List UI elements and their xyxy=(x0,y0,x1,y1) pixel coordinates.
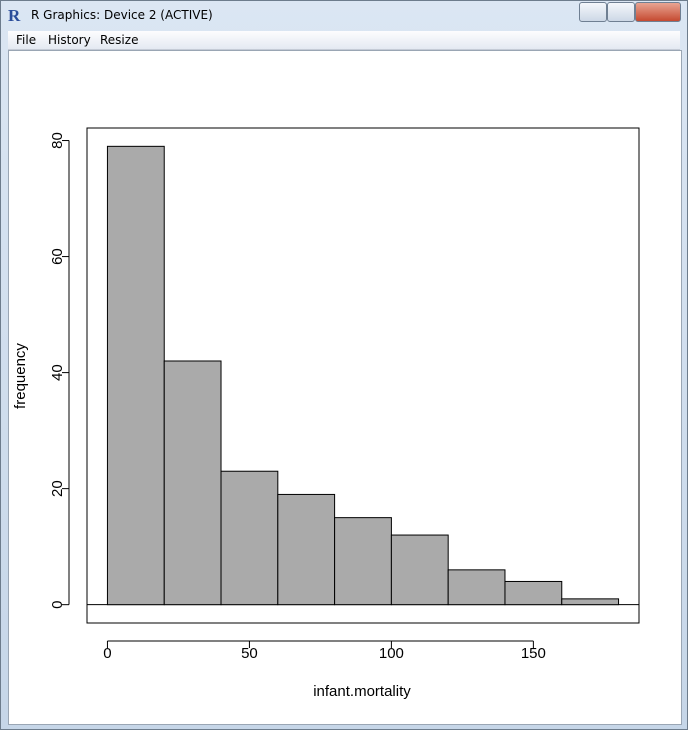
y-tick-label: 80 xyxy=(49,132,66,149)
menu-bar: File History Resize xyxy=(8,31,680,50)
bar xyxy=(220,470,279,606)
menu-item[interactable]: Resize xyxy=(100,33,139,47)
minimize-button[interactable] xyxy=(579,2,607,22)
x-tick-label: 100 xyxy=(379,645,404,662)
y-tick-label: 20 xyxy=(49,480,66,497)
plot-box xyxy=(86,127,640,624)
y-tick-label: 60 xyxy=(49,248,66,265)
x-tick-label: 50 xyxy=(241,645,258,662)
y-tick-label: 40 xyxy=(49,364,66,381)
menu-item[interactable]: History xyxy=(48,33,91,47)
close-button[interactable] xyxy=(635,2,681,22)
y-tick-label: 0 xyxy=(49,600,66,608)
x-axis-label: infant.mortality xyxy=(313,683,411,700)
bar xyxy=(106,145,165,606)
x-tick-label: 0 xyxy=(103,645,111,662)
bar xyxy=(447,569,506,606)
bar xyxy=(163,360,222,606)
menu-item[interactable]: File xyxy=(16,33,37,47)
bar xyxy=(277,493,336,606)
bar xyxy=(334,517,392,606)
x-tick-label: 150 xyxy=(521,645,546,662)
bar xyxy=(504,580,563,606)
title-bar: R R Graphics: Device 2 (ACTIVE) xyxy=(1,1,687,30)
maximize-button[interactable] xyxy=(607,2,635,22)
bar xyxy=(390,534,449,606)
bar xyxy=(561,598,620,606)
y-axis-label: frequency xyxy=(12,343,29,409)
window-title: R Graphics: Device 2 (ACTIVE) xyxy=(31,8,213,22)
app-icon: R xyxy=(8,6,21,25)
